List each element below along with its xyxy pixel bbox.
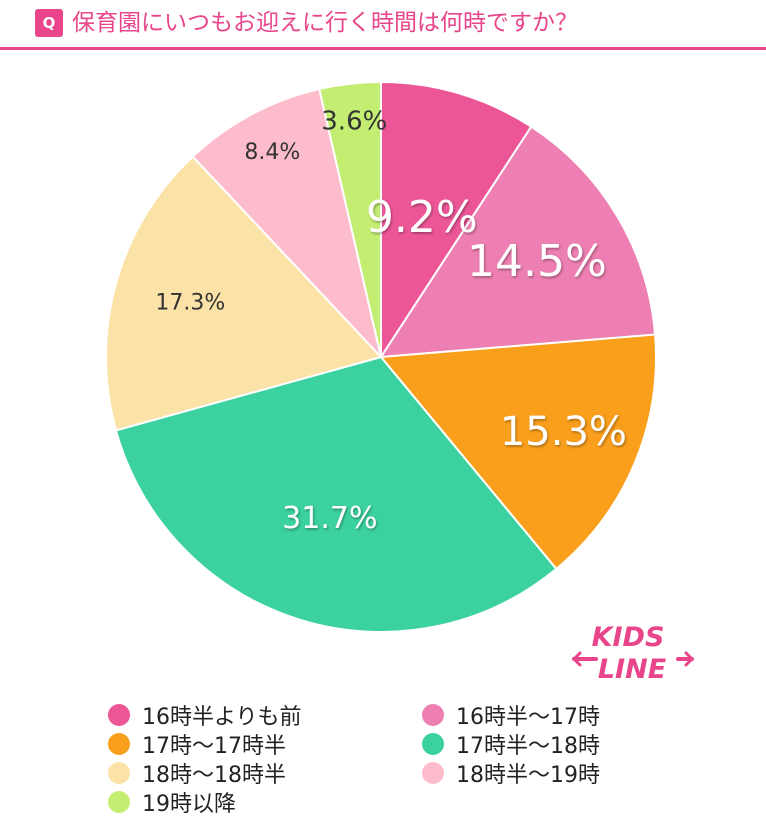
slice-value-label: 8.4% bbox=[244, 140, 300, 165]
chart-header: Q 保育園にいつもお迎えに行く時間は何時ですか？ bbox=[0, 0, 766, 50]
legend-label: 16時半～17時 bbox=[456, 705, 600, 730]
legend-swatch bbox=[108, 791, 130, 813]
legend-item: 16時半よりも前 bbox=[108, 700, 302, 730]
pie-slice bbox=[379, 125, 657, 359]
pie-slice bbox=[114, 355, 558, 633]
legend-label: 18時～18時半 bbox=[142, 763, 286, 788]
legend-item: 19時以降 bbox=[108, 787, 236, 817]
pie-slice bbox=[318, 80, 382, 358]
legend-swatch bbox=[422, 762, 444, 784]
slice-value-label: 15.3% bbox=[500, 409, 627, 455]
legend-item: 18時半～19時 bbox=[422, 758, 600, 788]
legend-swatch bbox=[108, 733, 130, 755]
chart-title: 保育園にいつもお迎えに行く時間は何時ですか？ bbox=[72, 10, 578, 36]
svg-text:LINE: LINE bbox=[598, 654, 667, 685]
slice-value-label: 3.6% bbox=[321, 107, 387, 137]
pie-labels: 9.2%14.5% 15.3% 31.7% 17.3% 8.4% 3.6% bbox=[155, 107, 627, 537]
pie-slice bbox=[105, 155, 383, 432]
chart-legend: 16時半よりも前 16時半～17時 17時～17時半 17時半～18時 18時～18時半… bbox=[108, 700, 708, 817]
legend-swatch bbox=[108, 704, 130, 726]
legend-item: 18時～18時半 bbox=[108, 758, 286, 788]
pie-slices bbox=[105, 80, 657, 633]
pie-chart: 9.2%14.5% 15.3% 31.7% 17.3% 8.4% 3.6% bbox=[105, 80, 657, 633]
pie-slice bbox=[379, 333, 657, 571]
legend-label: 18時半～19時 bbox=[456, 763, 600, 788]
legend-swatch bbox=[422, 733, 444, 755]
question-badge: Q bbox=[35, 9, 63, 37]
legend-swatch bbox=[422, 704, 444, 726]
slice-value-label: 9.2% bbox=[366, 192, 478, 243]
slice-value-label: 17.3% bbox=[155, 291, 225, 316]
header-divider bbox=[0, 47, 766, 50]
legend-label: 16時半よりも前 bbox=[142, 705, 302, 730]
legend-label: 17時半～18時 bbox=[456, 734, 600, 759]
legend-label: 19時以降 bbox=[142, 792, 236, 817]
legend-swatch bbox=[108, 762, 130, 784]
legend-label: 17時～17時半 bbox=[142, 734, 286, 759]
slice-value-label: 14.5% bbox=[467, 236, 607, 287]
pie-slice bbox=[380, 80, 533, 361]
legend-item: 17時～17時半 bbox=[108, 729, 286, 759]
legend-item: 17時半～18時 bbox=[422, 729, 600, 759]
legend-item: 16時半～17時 bbox=[422, 700, 600, 730]
kids-line-logo: KIDS LINE bbox=[572, 622, 694, 685]
slice-value-label: 31.7% bbox=[282, 501, 377, 536]
svg-text:KIDS: KIDS bbox=[592, 622, 665, 653]
